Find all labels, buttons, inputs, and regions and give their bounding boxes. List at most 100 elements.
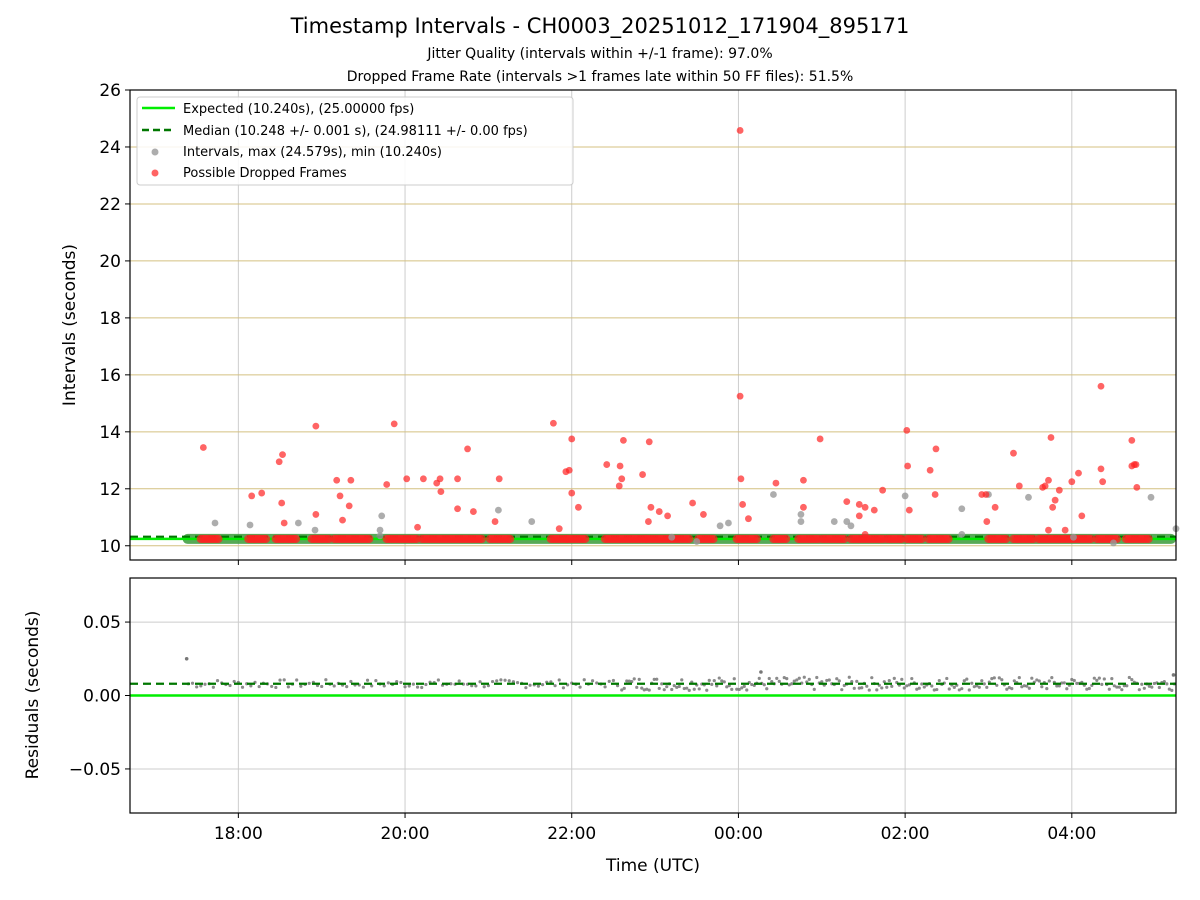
- residual-point-1: [785, 677, 789, 681]
- residual-point-1: [1125, 684, 1129, 688]
- intervals-gridlines: [130, 90, 1176, 560]
- residual-point-1: [1097, 676, 1101, 680]
- residuals-ytick-label-0: −0.05: [69, 760, 121, 780]
- residual-point-1: [980, 679, 984, 683]
- dropped-frame-point-8: [312, 511, 320, 518]
- residual-point-0: [257, 684, 261, 689]
- dropped-frame-point-90: [1099, 478, 1107, 486]
- legend-intervals-label: Intervals, max (24.579s), min (10.240s): [183, 145, 442, 160]
- residual-point-1: [640, 686, 644, 690]
- residual-point-0: [203, 682, 207, 686]
- residual-point-1: [697, 687, 701, 691]
- residual-point-1: [1150, 685, 1154, 689]
- residual-point-0: [490, 679, 495, 684]
- residual-point-0: [603, 685, 607, 689]
- dropped-frame-point-38: [618, 475, 626, 483]
- intervals-ytick-label-2: 14: [99, 423, 121, 443]
- dropped-frame-point-41: [645, 518, 652, 525]
- interval-point-5: [378, 512, 386, 520]
- dropped-frame-point-79: [1045, 526, 1052, 534]
- residual-point-1: [1037, 679, 1041, 683]
- dropped-frame-subtitle: Dropped Frame Rate (intervals >1 frames …: [346, 69, 854, 85]
- residual-point-0: [324, 678, 328, 682]
- residual-point-1: [915, 687, 919, 691]
- dropped-frame-point-68: [931, 491, 939, 498]
- residual-point-1: [1020, 685, 1024, 689]
- residual-point-0: [561, 686, 566, 690]
- interval-point-16: [830, 518, 838, 525]
- residual-point-0: [320, 684, 324, 689]
- residual-point-1: [910, 676, 914, 681]
- interval-point-11: [716, 522, 724, 530]
- intervals-ytick-label-8: 26: [99, 81, 121, 101]
- residual-point-0: [370, 684, 374, 688]
- residual-point-1: [1107, 687, 1111, 691]
- dropped-base-20: [944, 534, 953, 544]
- residual-point-0: [474, 684, 478, 688]
- residual-point-0: [549, 680, 553, 684]
- residual-point-1: [957, 688, 961, 692]
- residual-point-0: [482, 685, 486, 689]
- residual-point-1: [1170, 688, 1174, 692]
- interval-point-21: [958, 530, 966, 538]
- residual-point-1: [692, 687, 696, 691]
- xtick-label-0: 18:00: [214, 824, 263, 844]
- residual-point-1: [660, 682, 664, 686]
- interval-point-18: [847, 522, 855, 530]
- residual-point-1: [965, 677, 969, 681]
- dropped-frame-point-51: [739, 501, 746, 508]
- dropped-frame-point-7: [312, 422, 320, 430]
- intervals-ytick-label-0: 10: [99, 537, 121, 557]
- dropped-base-21: [1001, 534, 1011, 544]
- legend-dropped-swatch: [151, 169, 159, 177]
- residual-point-1: [1045, 687, 1049, 691]
- xtick-label-4: 02:00: [881, 824, 930, 844]
- legend-intervals-swatch: [151, 148, 159, 156]
- residual-point-1: [865, 684, 869, 688]
- residual-point-0: [407, 684, 411, 688]
- dropped-base-12: [709, 534, 718, 544]
- dropped-base-7: [505, 534, 515, 544]
- residual-point-0: [470, 684, 474, 688]
- dropped-frame-point-2: [258, 489, 266, 497]
- residual-point-0: [399, 680, 403, 685]
- dropped-frame-point-0: [199, 444, 207, 451]
- residual-point-1: [1085, 687, 1089, 691]
- dropped-frame-point-22: [454, 475, 461, 483]
- residual-point-1: [1100, 682, 1104, 687]
- interval-point-15: [797, 511, 805, 518]
- dropped-frame-point-60: [861, 530, 869, 538]
- xtick-label-5: 04:00: [1047, 824, 1096, 844]
- residual-point-0: [345, 684, 349, 689]
- dropped-frame-point-11: [339, 516, 346, 524]
- residual-point-0: [499, 678, 503, 682]
- legend-expected-label: Expected (10.240s), (25.00000 fps): [183, 102, 414, 117]
- residual-point-0: [424, 682, 428, 687]
- residual-point-1: [680, 678, 684, 682]
- residual-point-1: [952, 685, 956, 690]
- residual-point-1: [970, 681, 974, 685]
- residual-point-1: [672, 684, 676, 688]
- residual-point-1: [1122, 684, 1126, 688]
- residual-point-1: [855, 679, 859, 684]
- interval-point-14: [797, 518, 805, 525]
- residual-point-0: [240, 685, 245, 689]
- residual-point-1: [825, 678, 829, 683]
- residual-point-0: [332, 684, 336, 688]
- intervals-ytick-label-4: 18: [99, 309, 121, 329]
- interval-point-9: [668, 533, 676, 541]
- dropped-frame-point-91: [1128, 436, 1136, 444]
- residual-point-0: [232, 679, 236, 684]
- residual-point-1: [645, 687, 649, 691]
- residual-point-1: [737, 687, 741, 692]
- residuals-reference-lines: [130, 682, 1176, 697]
- interval-point-17: [843, 518, 851, 525]
- dropped-base-23: [1086, 534, 1096, 544]
- residual-point-1: [717, 676, 721, 680]
- residual-point-0: [478, 680, 482, 684]
- residual-point-1: [782, 675, 786, 680]
- residual-point-1: [1007, 685, 1011, 690]
- residual-point-1: [790, 682, 794, 686]
- residual-point-0: [590, 679, 595, 683]
- xtick-label-2: 22:00: [547, 824, 596, 844]
